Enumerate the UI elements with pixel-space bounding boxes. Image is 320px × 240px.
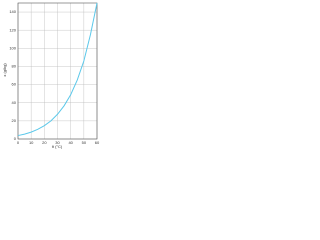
y-tick-label: 40: [12, 100, 17, 105]
x-tick-label: 20: [42, 140, 47, 145]
x-tick-label: 30: [55, 140, 60, 145]
y-tick-label: 0: [14, 136, 17, 141]
x-tick-label: 10: [29, 140, 34, 145]
y-axis-label: x (g/kg): [2, 63, 7, 77]
x-tick-label: 50: [82, 140, 87, 145]
y-tick-label: 120: [9, 27, 16, 32]
x-tick-label: 60: [95, 140, 100, 145]
x-axis-label: θ (°C): [52, 144, 63, 149]
y-tick-label: 60: [12, 82, 17, 87]
x-tick-label: 0: [17, 140, 20, 145]
plot-frame: [17, 2, 98, 140]
y-tick-label: 80: [12, 64, 17, 69]
y-tick-label: 100: [9, 45, 16, 50]
chart: x (g/kg) θ (°C) 0 20 40 60 80 100 120 140 0 10 20 3…: [2, 2, 100, 149]
y-tick-label: 20: [12, 118, 17, 123]
x-tick-label: 40: [68, 140, 73, 145]
data-line: [17, 2, 98, 137]
y-tick-label: 140: [9, 9, 16, 14]
